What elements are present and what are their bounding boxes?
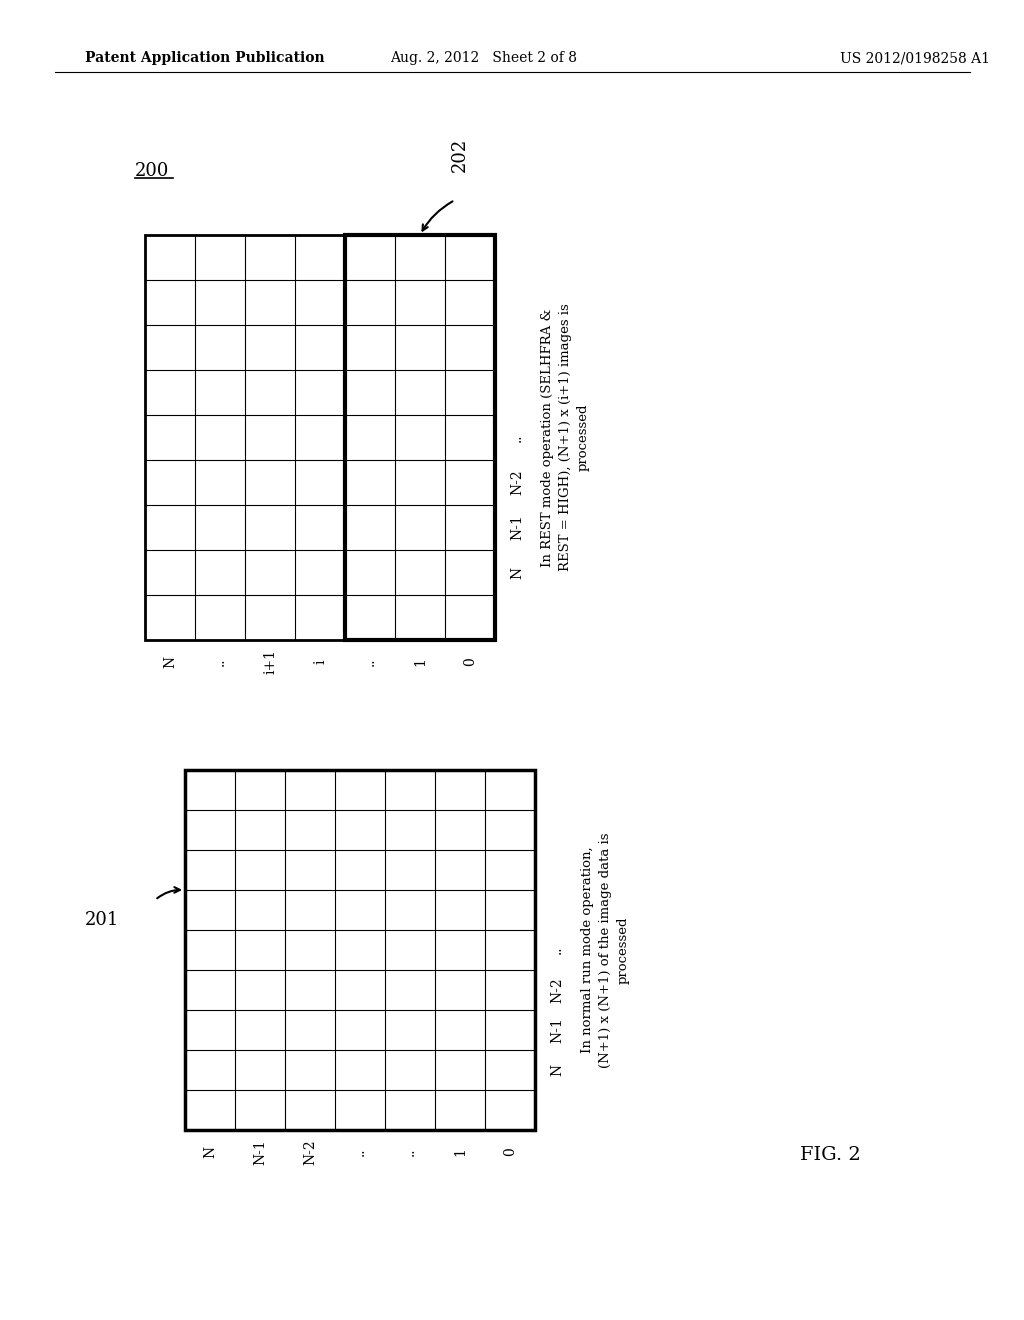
Text: Patent Application Publication: Patent Application Publication [85,51,325,65]
Text: In REST mode operation (SELHFRA &: In REST mode operation (SELHFRA & [541,309,554,566]
Text: 1: 1 [453,1147,467,1156]
Text: N-1: N-1 [510,515,524,540]
Text: N: N [550,1064,564,1076]
Text: 202: 202 [451,137,469,172]
Text: processed: processed [577,404,590,471]
Text: ..: .. [403,1148,417,1156]
Text: 0: 0 [463,657,477,667]
Text: N-1: N-1 [253,1139,267,1164]
Text: N-2: N-2 [550,977,564,1003]
Text: REST = HIGH), (N+1) x (i+1) images is: REST = HIGH), (N+1) x (i+1) images is [558,304,571,572]
Text: In normal run mode operation,: In normal run mode operation, [581,846,594,1053]
Text: ..: .. [550,945,564,954]
Text: N-2: N-2 [510,470,524,495]
Bar [345,235,495,640]
Text: US 2012/0198258 A1: US 2012/0198258 A1 [840,51,990,65]
Text: (N+1) x (N+1) of the image data is: (N+1) x (N+1) of the image data is [598,832,611,1068]
Text: ..: .. [510,433,524,442]
Text: processed: processed [616,916,630,983]
Text: 200: 200 [135,162,169,180]
Text: ..: .. [353,1148,367,1156]
Text: 201: 201 [85,911,120,929]
Text: ..: .. [213,657,227,667]
Text: Aug. 2, 2012   Sheet 2 of 8: Aug. 2, 2012 Sheet 2 of 8 [390,51,577,65]
Text: 0: 0 [503,1147,517,1156]
Bar [145,235,495,640]
Text: i: i [313,660,327,664]
Text: N: N [203,1146,217,1158]
Text: 1: 1 [413,657,427,667]
Text: ..: .. [362,657,377,667]
Text: N: N [163,656,177,668]
Text: N-2: N-2 [303,1139,317,1164]
Text: N-1: N-1 [550,1018,564,1043]
Text: i+1: i+1 [263,649,278,675]
Bar [185,770,535,1130]
Text: N: N [510,566,524,578]
Text: FIG. 2: FIG. 2 [800,1146,861,1164]
